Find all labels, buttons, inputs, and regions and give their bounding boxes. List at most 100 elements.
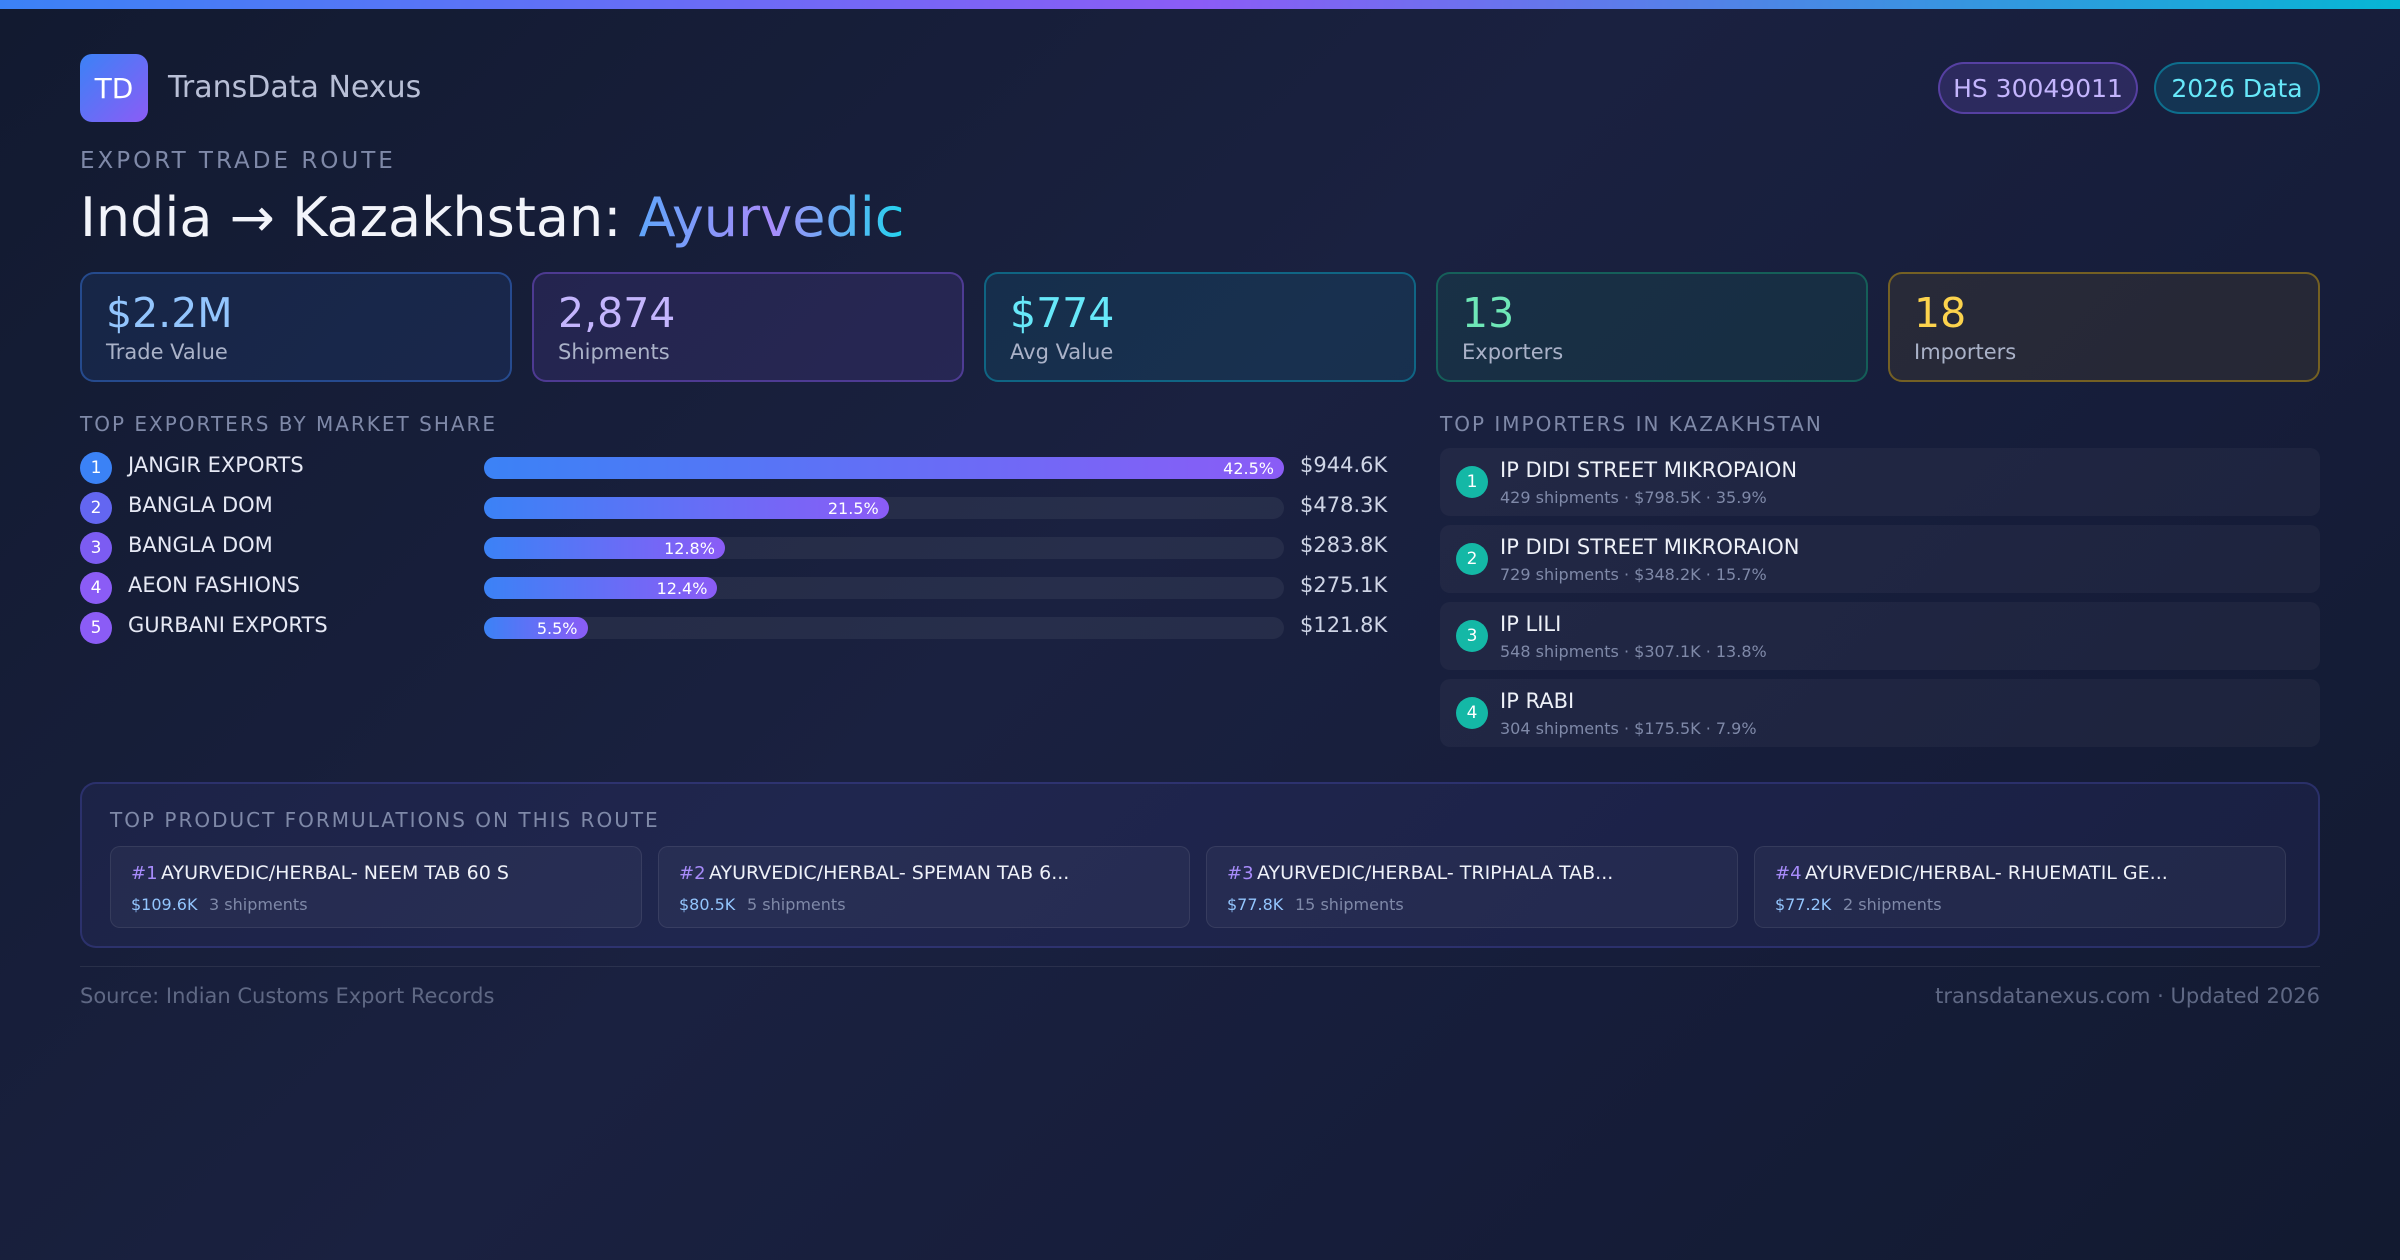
share-percent: 5.5% <box>536 619 578 638</box>
product-value: $80.5K <box>679 895 736 914</box>
product-rank: #1 <box>131 863 158 884</box>
list-item: 4 AEON FASHIONS 12.4% $275.1K <box>80 568 1387 608</box>
exporter-value: $283.8K <box>1300 533 1388 557</box>
importer-details: 729 shipments · $348.2K · 15.7% <box>1500 565 1767 584</box>
title-category: Ayurvedic <box>638 186 905 249</box>
list-item: 1 JANGIR EXPORTS 42.5% $944.6K <box>80 448 1387 488</box>
exporter-name: BANGLA DOM <box>128 493 273 517</box>
list-item: 5 GURBANI EXPORTS 5.5% $121.8K <box>80 608 1387 648</box>
product-card: #1 AYURVEDIC/HERBAL- NEEM TAB 60 S $109.… <box>110 846 642 928</box>
footer-source: Source: Indian Customs Export Records <box>80 984 495 1008</box>
product-shipments: 15 shipments <box>1295 895 1404 914</box>
importer-card: 4 IP RABI 304 shipments · $175.5K · 7.9% <box>1440 679 2320 747</box>
product-card: #2 AYURVEDIC/HERBAL- SPEMAN TAB 6... $80… <box>658 846 1190 928</box>
importer-card: 2 IP DIDI STREET MIKRORAION 729 shipment… <box>1440 525 2320 593</box>
kpi-label: Shipments <box>558 340 670 364</box>
rank-badge: 4 <box>80 572 112 604</box>
share-bar-track: 12.4% <box>484 577 1284 599</box>
product-name: AYURVEDIC/HERBAL- NEEM TAB 60 S <box>161 862 509 884</box>
exporter-value: $121.8K <box>1300 613 1388 637</box>
importer-details: 429 shipments · $798.5K · 35.9% <box>1500 488 1767 507</box>
product-name: AYURVEDIC/HERBAL- RHUEMATIL GE... <box>1805 862 2168 884</box>
importer-name: IP DIDI STREET MIKROPAION <box>1500 458 1798 482</box>
list-item: 3 BANGLA DOM 12.8% $283.8K <box>80 528 1387 568</box>
title-route: India → Kazakhstan: <box>80 186 622 249</box>
importer-details: 304 shipments · $175.5K · 7.9% <box>1500 719 1757 738</box>
hs-code-badge: HS 30049011 <box>1938 62 2138 114</box>
share-bar-fill: 5.5% <box>484 617 588 639</box>
importers-heading: TOP IMPORTERS IN KAZAKHSTAN <box>1440 412 1823 436</box>
product-name: AYURVEDIC/HERBAL- SPEMAN TAB 6... <box>709 862 1070 884</box>
product-card: #4 AYURVEDIC/HERBAL- RHUEMATIL GE... $77… <box>1754 846 2286 928</box>
exporter-value: $275.1K <box>1300 573 1388 597</box>
rank-badge: 2 <box>80 492 112 524</box>
kpi-label: Exporters <box>1462 340 1564 364</box>
share-percent: 12.4% <box>656 579 708 598</box>
rank-badge: 1 <box>1456 466 1488 498</box>
kpi-value: $2.2M <box>106 289 233 337</box>
kpi-value: 13 <box>1462 289 1515 337</box>
product-value: $77.8K <box>1227 895 1284 914</box>
route-eyebrow: EXPORT TRADE ROUTE <box>80 148 396 174</box>
rank-badge: 5 <box>80 612 112 644</box>
top-accent-bar <box>0 0 2400 9</box>
share-bar-fill: 42.5% <box>484 457 1284 479</box>
kpi-label: Importers <box>1914 340 2017 364</box>
importer-card: 1 IP DIDI STREET MIKROPAION 429 shipment… <box>1440 448 2320 516</box>
list-item: 2 BANGLA DOM 21.5% $478.3K <box>80 488 1387 528</box>
importer-name: IP LILI <box>1500 612 1562 636</box>
rank-badge: 3 <box>1456 620 1488 652</box>
product-shipments: 2 shipments <box>1843 895 1942 914</box>
products-heading: TOP PRODUCT FORMULATIONS ON THIS ROUTE <box>110 808 660 832</box>
share-bar-fill: 21.5% <box>484 497 889 519</box>
importer-card: 3 IP LILI 548 shipments · $307.1K · 13.8… <box>1440 602 2320 670</box>
exporters-list: 1 JANGIR EXPORTS 42.5% $944.6K 2 BANGLA … <box>80 448 1387 648</box>
share-percent: 42.5% <box>1223 459 1274 478</box>
importer-name: IP DIDI STREET MIKRORAION <box>1500 535 1800 559</box>
kpi-avg-value: $774 Avg Value <box>984 272 1416 382</box>
product-name: AYURVEDIC/HERBAL- TRIPHALA TAB... <box>1257 862 1614 884</box>
product-rank: #2 <box>679 863 706 884</box>
brand-name: TransData Nexus <box>168 70 422 105</box>
share-percent: 21.5% <box>827 499 879 518</box>
exporter-name: BANGLA DOM <box>128 533 273 557</box>
footer-site[interactable]: transdatanexus.com · Updated 2026 <box>1935 984 2320 1008</box>
product-rank: #4 <box>1775 863 1802 884</box>
products-panel: TOP PRODUCT FORMULATIONS ON THIS ROUTE #… <box>80 782 2320 948</box>
rank-badge: 4 <box>1456 697 1488 729</box>
kpi-shipments: 2,874 Shipments <box>532 272 964 382</box>
share-bar-track: 5.5% <box>484 617 1284 639</box>
exporter-name: GURBANI EXPORTS <box>128 613 328 637</box>
product-rank: #3 <box>1227 863 1254 884</box>
page-title: India → Kazakhstan: Ayurvedic <box>80 186 904 249</box>
product-value: $109.6K <box>131 895 198 914</box>
kpi-trade-value: $2.2M Trade Value <box>80 272 512 382</box>
importer-details: 548 shipments · $307.1K · 13.8% <box>1500 642 1767 661</box>
exporter-value: $944.6K <box>1300 453 1388 477</box>
share-bar-fill: 12.8% <box>484 537 725 559</box>
exporter-name: AEON FASHIONS <box>128 573 300 597</box>
footer-divider <box>80 966 2320 967</box>
rank-badge: 3 <box>80 532 112 564</box>
product-card: #3 AYURVEDIC/HERBAL- TRIPHALA TAB... $77… <box>1206 846 1738 928</box>
share-percent: 12.8% <box>664 539 715 558</box>
exporter-name: JANGIR EXPORTS <box>128 453 304 477</box>
product-value: $77.2K <box>1775 895 1832 914</box>
data-year-badge: 2026 Data <box>2154 62 2320 114</box>
product-shipments: 3 shipments <box>209 895 308 914</box>
importer-name: IP RABI <box>1500 689 1575 713</box>
share-bar-track: 21.5% <box>484 497 1284 519</box>
share-bar-fill: 12.4% <box>484 577 718 599</box>
kpi-row: $2.2M Trade Value 2,874 Shipments $774 A… <box>80 272 2320 382</box>
product-shipments: 5 shipments <box>747 895 846 914</box>
rank-badge: 2 <box>1456 543 1488 575</box>
logo: TD <box>80 54 148 122</box>
kpi-exporters: 13 Exporters <box>1436 272 1868 382</box>
header: TD TransData Nexus HS 30049011 2026 Data <box>80 54 2320 122</box>
exporter-value: $478.3K <box>1300 493 1388 517</box>
kpi-value: $774 <box>1010 289 1115 337</box>
kpi-label: Avg Value <box>1010 340 1114 364</box>
kpi-value: 18 <box>1914 289 1967 337</box>
kpi-value: 2,874 <box>558 289 676 337</box>
share-bar-track: 12.8% <box>484 537 1284 559</box>
